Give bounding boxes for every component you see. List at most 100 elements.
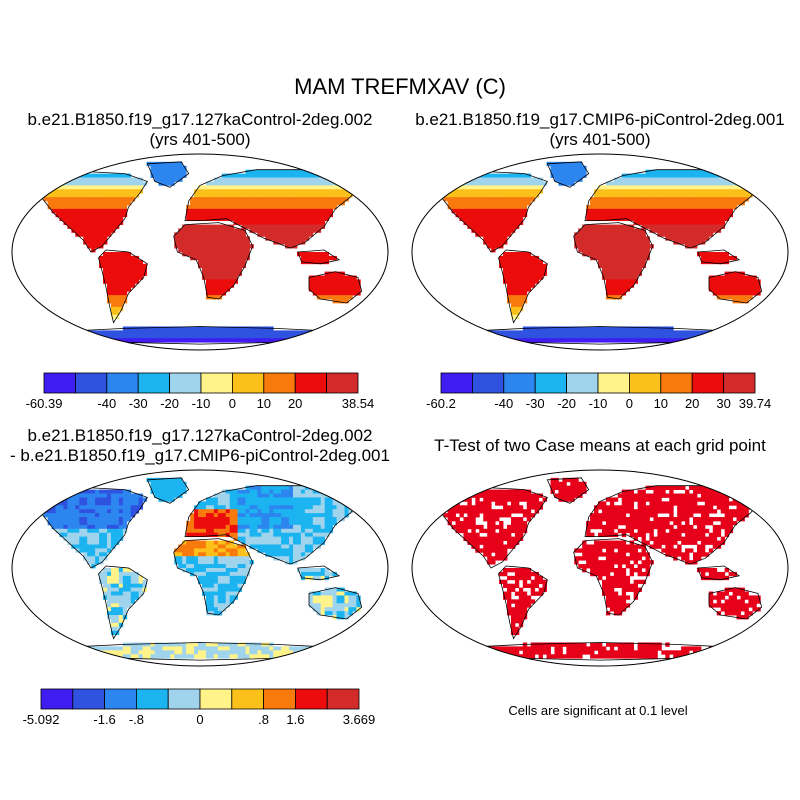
- panel-case2-title-line1: b.e21.B1850.f19_g17.CMIP6-piControl-2deg…: [415, 110, 785, 129]
- colorbar-box: [263, 688, 296, 710]
- colorbar-label: -10: [192, 396, 211, 411]
- coastline-africa: [173, 538, 254, 616]
- colorbar-case1: -60.39 -40 -30 -20 -10 0 10 20 38.54: [26, 372, 375, 411]
- coastline-eurasia: [184, 169, 363, 249]
- colorbar-box: [294, 688, 328, 710]
- coastline-southAmerica: [98, 249, 148, 324]
- colorbar-label: -60.39: [26, 396, 63, 411]
- panel-diff-title-line2: - b.e21.B1850.f19_g17.CMIP6-piControl-2d…: [10, 446, 390, 465]
- coastline-seAsia: [297, 565, 341, 581]
- colorbar-label: -20: [557, 396, 576, 411]
- colorbar-label: 30: [716, 396, 730, 411]
- colorbar-label: -40: [494, 396, 513, 411]
- colorbar-box: [167, 688, 201, 710]
- panel-ttest-title: T-Test of two Case means at each grid po…: [434, 436, 766, 455]
- colorbar-box: [691, 372, 725, 394]
- coastline-seAsia: [697, 565, 741, 581]
- colorbar-label: -60.2: [426, 396, 456, 411]
- colorbar-box: [263, 372, 296, 394]
- colorbar-box: [597, 372, 630, 394]
- colorbar-label: 0: [229, 396, 236, 411]
- colorbar-box: [294, 372, 328, 394]
- coastline-seAsia: [697, 249, 741, 265]
- colorbar-label: 39.74: [739, 396, 772, 411]
- coastline-greenland: [146, 477, 190, 504]
- colorbar-box: [106, 372, 139, 394]
- colorbar-box: [40, 688, 74, 710]
- coastline-northAmerica: [434, 171, 549, 253]
- panel-case1-title-line1: b.e21.B1850.f19_g17.127kaControl-2deg.00…: [27, 110, 373, 129]
- coastline-southAmerica: [98, 565, 148, 640]
- coastline-northAmerica: [34, 171, 149, 253]
- coastline-australia: [308, 587, 363, 620]
- colorbar-box: [104, 688, 137, 710]
- colorbar-box: [72, 688, 106, 710]
- map-border: [411, 153, 789, 351]
- colorbar-label: -.8: [129, 712, 144, 727]
- coastlines: [26, 161, 374, 345]
- colorbar-case2: -60.2 -40 -30 -20 -10 0 10 20 30 39.74: [426, 372, 772, 411]
- colorbar-label: 20: [685, 396, 699, 411]
- coastline-greenland: [546, 161, 590, 188]
- panel-diff: b.e21.B1850.f19_g17.127kaControl-2deg.00…: [0, 426, 400, 726]
- land-cells: [27, 161, 373, 343]
- colorbar-label: -10: [589, 396, 608, 411]
- main-title: MAM TREFMXAV (C): [294, 74, 506, 99]
- colorbar-label: -20: [160, 396, 179, 411]
- colorbar-box: [169, 372, 202, 394]
- coastline-eurasia: [584, 485, 763, 565]
- coastline-australia: [708, 271, 763, 304]
- coastline-southAmerica: [498, 249, 548, 324]
- colorbar-diff: -5.092 -1.6 -.8 0 .8 1.6 3.669: [23, 688, 376, 727]
- coastline-africa: [573, 222, 654, 300]
- coastline-africa: [573, 538, 654, 616]
- map-border: [411, 469, 789, 667]
- map-case1: [11, 153, 389, 351]
- colorbar-label: 38.54: [342, 396, 375, 411]
- panel-case1: b.e21.B1850.f19_g17.127kaControl-2deg.00…: [0, 110, 400, 410]
- colorbar-box: [326, 688, 360, 710]
- map-case2: [411, 153, 789, 351]
- map-ttest: [411, 469, 789, 667]
- colorbar-box: [566, 372, 599, 394]
- coastline-seAsia: [297, 249, 341, 265]
- colorbar-box: [440, 372, 473, 394]
- colorbar-label: -1.6: [93, 712, 115, 727]
- colorbar-box: [471, 372, 505, 394]
- colorbar-label: .8: [258, 712, 269, 727]
- coastline-eurasia: [584, 169, 763, 249]
- panel-case2-title-line2: (yrs 401-500): [549, 130, 651, 149]
- colorbar-label: 10: [654, 396, 668, 411]
- coastline-greenland: [146, 161, 190, 188]
- colorbar-box: [231, 688, 265, 710]
- colorbar-label: 20: [288, 396, 302, 411]
- colorbar-label: -30: [526, 396, 545, 411]
- coastline-eurasia: [184, 485, 363, 565]
- map-diff: [11, 469, 389, 667]
- colorbar-label: -30: [129, 396, 148, 411]
- coastlines: [26, 477, 374, 661]
- colorbar-label: -40: [97, 396, 116, 411]
- coastline-northAmerica: [434, 487, 549, 569]
- colorbar-label: 1.6: [286, 712, 304, 727]
- panel-diff-title-line1: b.e21.B1850.f19_g17.127kaControl-2deg.00…: [27, 426, 373, 445]
- colorbar-box: [503, 372, 536, 394]
- colorbar-box: [200, 372, 233, 394]
- colorbar-box: [534, 372, 568, 394]
- colorbar-box: [660, 372, 693, 394]
- land-cells: [27, 477, 373, 659]
- colorbar-box: [723, 372, 756, 394]
- panel-case2: b.e21.B1850.f19_g17.CMIP6-piControl-2deg…: [400, 110, 800, 410]
- colorbar-box: [199, 688, 233, 710]
- panel-ttest: T-Test of two Case means at each grid po…: [400, 436, 800, 736]
- map-border: [11, 153, 389, 351]
- coastline-australia: [308, 271, 363, 304]
- colorbar-label: 3.669: [343, 712, 376, 727]
- colorbar-label: 10: [257, 396, 271, 411]
- colorbar-box: [43, 372, 76, 394]
- colorbar-box: [137, 372, 170, 394]
- coastline-africa: [173, 222, 254, 300]
- panel-case1-title-line2: (yrs 401-500): [149, 130, 251, 149]
- colorbar-box: [629, 372, 662, 394]
